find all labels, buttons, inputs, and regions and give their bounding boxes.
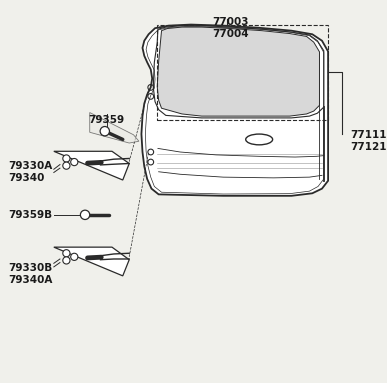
- Circle shape: [63, 250, 70, 257]
- Polygon shape: [90, 113, 139, 143]
- Polygon shape: [141, 25, 328, 196]
- Text: 79359: 79359: [89, 115, 125, 125]
- Circle shape: [100, 126, 110, 136]
- Text: 79330A
79340: 79330A 79340: [8, 161, 52, 183]
- Text: 77111
77121: 77111 77121: [351, 131, 387, 152]
- Polygon shape: [157, 27, 320, 116]
- Circle shape: [63, 162, 70, 169]
- Circle shape: [71, 253, 78, 260]
- Bar: [157, 25, 328, 120]
- Text: 79359B: 79359B: [8, 210, 52, 220]
- Polygon shape: [54, 247, 129, 276]
- Circle shape: [71, 159, 78, 166]
- Text: 77003
77004: 77003 77004: [212, 17, 249, 39]
- Polygon shape: [54, 151, 129, 180]
- Circle shape: [80, 210, 90, 219]
- Text: 79330B
79340A: 79330B 79340A: [8, 263, 52, 285]
- Circle shape: [63, 155, 70, 162]
- Circle shape: [63, 257, 70, 264]
